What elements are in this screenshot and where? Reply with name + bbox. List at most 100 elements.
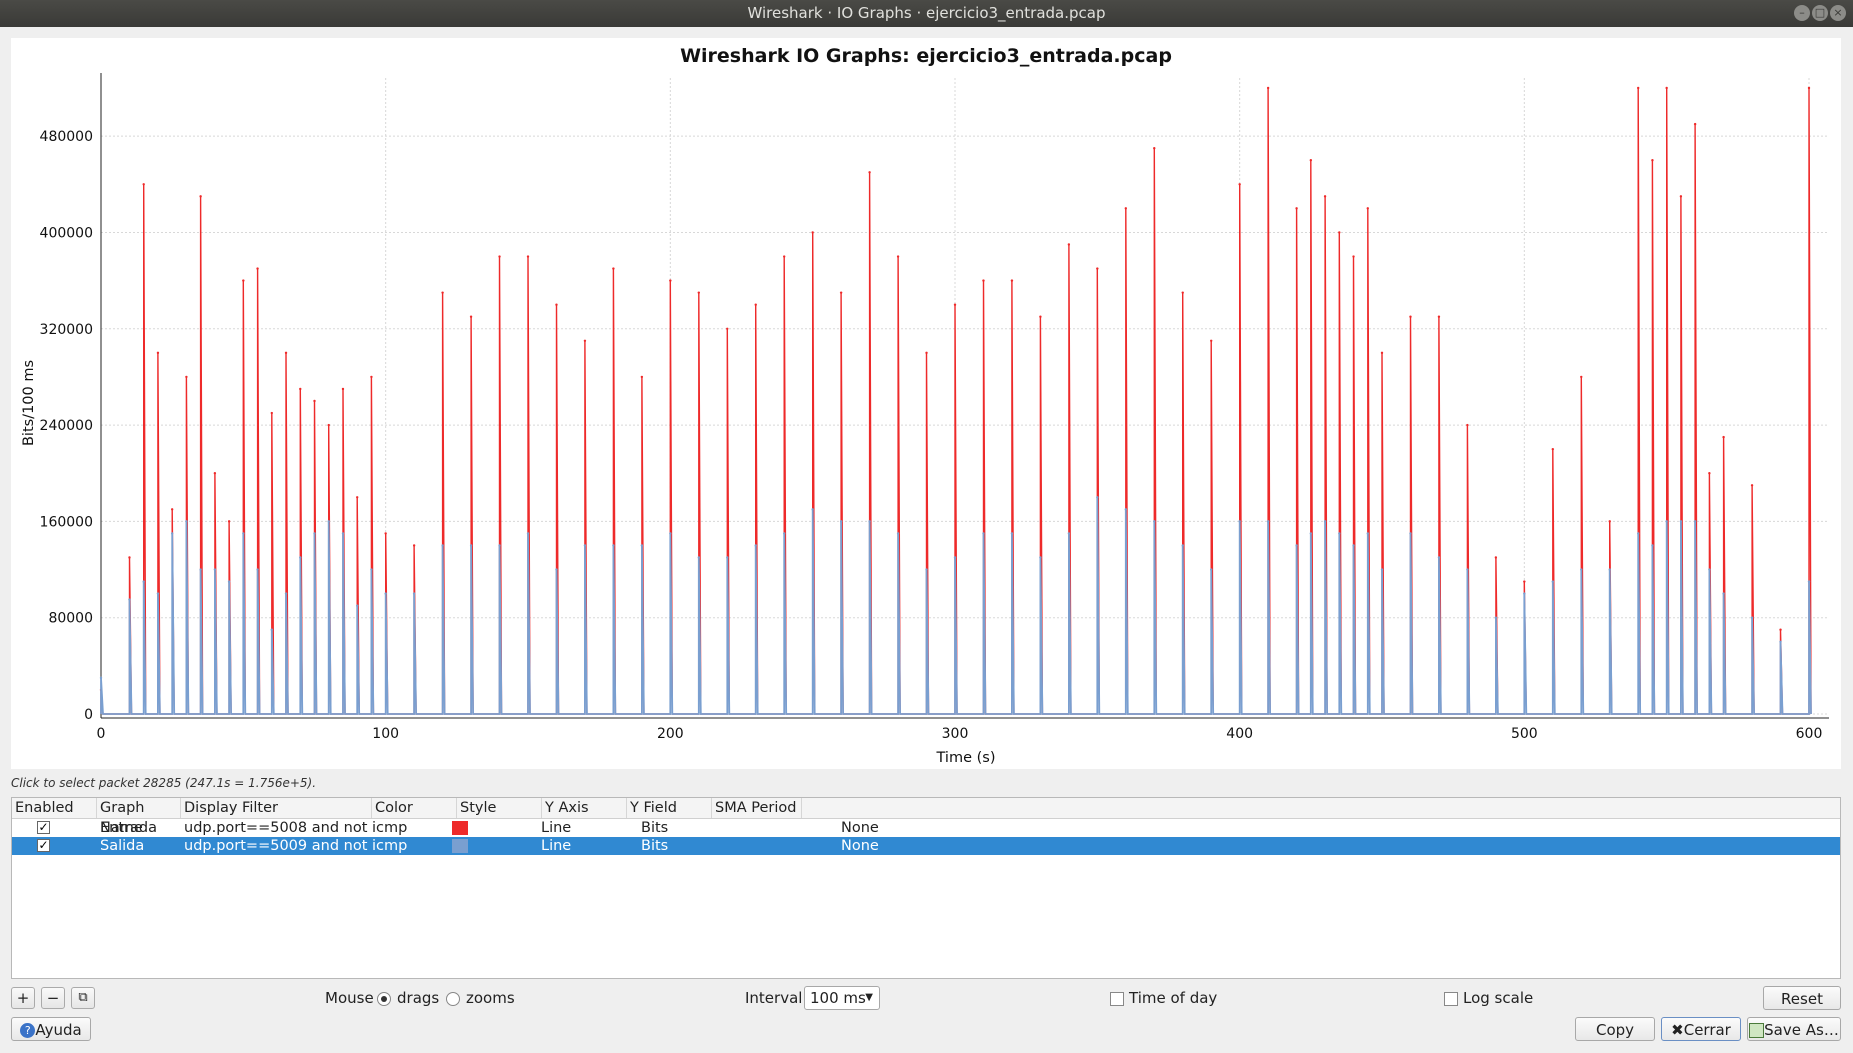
data-point-entrada <box>341 387 345 391</box>
header-display-filter[interactable]: Display Filter <box>181 798 372 818</box>
header-sma-period[interactable]: SMA Period <box>712 798 802 818</box>
table-row-entrada[interactable]: ✓ Entrada udp.port==5008 and not icmp Li… <box>12 819 1840 837</box>
y-field-cell[interactable] <box>738 819 741 837</box>
data-point-salida <box>99 676 103 680</box>
header-graph-name[interactable]: Graph Name <box>97 798 181 836</box>
color-swatch[interactable] <box>452 821 468 835</box>
interval-select[interactable]: 100 ms ▼ <box>804 986 880 1010</box>
data-point-salida <box>256 568 259 571</box>
style-cell[interactable]: Line <box>541 838 572 854</box>
drags-label[interactable]: drags <box>397 989 440 1007</box>
x-tick-label: 500 <box>1511 726 1538 742</box>
data-point-salida <box>284 592 288 595</box>
data-point-salida <box>754 544 757 547</box>
display-filter-cell[interactable]: udp.port==5009 and not icmp <box>184 838 408 854</box>
help-button[interactable]: ? Ayuda <box>11 1017 91 1041</box>
data-point-salida <box>1295 544 1298 547</box>
copy-button[interactable]: Copy <box>1575 1017 1655 1041</box>
table-row-salida[interactable]: ✓ Salida udp.port==5009 and not icmp Lin… <box>12 837 1840 855</box>
sma-period-cell[interactable]: None <box>841 838 879 854</box>
enabled-checkbox[interactable]: ✓ <box>37 820 50 834</box>
data-point-salida <box>925 568 928 571</box>
data-point-entrada <box>1551 447 1555 451</box>
y-axis-cell[interactable]: Bits <box>641 838 669 854</box>
data-point-salida <box>1551 580 1555 583</box>
sma-period-cell[interactable]: None <box>841 820 879 836</box>
y-tick-label: 240000 <box>40 418 93 434</box>
minimize-icon[interactable]: – <box>1794 5 1810 21</box>
data-point-entrada <box>142 183 145 186</box>
data-point-salida <box>1750 616 1754 619</box>
data-point-entrada <box>1096 267 1099 270</box>
copy-graph-icon[interactable]: ⧉ <box>71 987 95 1009</box>
y-axis-cell[interactable]: Bits <box>641 820 669 836</box>
data-point-entrada <box>925 351 928 355</box>
help-icon: ? <box>20 1023 36 1038</box>
io-graph-chart[interactable]: Wireshark IO Graphs: ejercicio3_entrada.… <box>11 38 1841 769</box>
data-point-entrada <box>839 291 843 294</box>
time-of-day-checkbox[interactable] <box>1110 992 1124 1006</box>
data-point-entrada <box>213 472 217 475</box>
data-point-salida <box>313 532 316 535</box>
data-point-salida <box>1637 532 1640 535</box>
style-cell[interactable]: Line <box>541 820 572 836</box>
data-point-salida <box>128 598 131 601</box>
data-point-salida <box>341 532 345 535</box>
add-graph-button[interactable]: + <box>11 987 35 1009</box>
time-of-day-label[interactable]: Time of day <box>1129 989 1218 1007</box>
data-point-salida <box>1665 520 1668 523</box>
header-color[interactable]: Color <box>372 798 457 818</box>
data-point-entrada <box>526 255 530 258</box>
graph-name-cell[interactable]: Entrada <box>100 820 157 836</box>
drags-radio[interactable] <box>377 992 391 1006</box>
data-point-salida <box>156 592 160 595</box>
data-point-salida <box>1437 556 1441 559</box>
data-point-salida <box>213 568 217 571</box>
data-point-salida <box>640 544 644 547</box>
data-point-entrada <box>1181 291 1184 294</box>
enabled-checkbox[interactable]: ✓ <box>37 838 50 852</box>
y-axis-label: Bits/100 ms <box>21 360 37 446</box>
x-tick-label: 600 <box>1796 726 1823 742</box>
data-point-salida <box>1409 532 1412 535</box>
maximize-icon[interactable]: □ <box>1812 5 1828 21</box>
zooms-label[interactable]: zooms <box>466 989 515 1007</box>
close-icon[interactable]: × <box>1830 5 1846 21</box>
data-point-entrada <box>227 520 231 523</box>
data-point-entrada <box>896 255 900 258</box>
header-y-axis[interactable]: Y Axis <box>542 798 627 818</box>
data-point-entrada <box>1323 195 1327 198</box>
zooms-radio[interactable] <box>446 992 460 1006</box>
io-graph-plot[interactable]: Wireshark IO Graphs: ejercicio3_entrada.… <box>11 38 1841 769</box>
data-point-entrada <box>754 303 757 306</box>
header-style[interactable]: Style <box>457 798 542 818</box>
x-axis-label: Time (s) <box>936 750 996 766</box>
graph-table[interactable]: Enabled Graph Name Display Filter Color … <box>11 797 1841 979</box>
log-scale-label[interactable]: Log scale <box>1463 989 1534 1007</box>
header-y-field[interactable]: Y Field <box>627 798 712 818</box>
save-as-button[interactable]: Save As… <box>1747 1017 1841 1041</box>
display-filter-cell[interactable]: udp.port==5008 and not icmp <box>184 820 408 836</box>
mouse-label: Mouse <box>325 989 374 1007</box>
reset-button[interactable]: Reset <box>1763 986 1841 1010</box>
y-field-cell[interactable] <box>738 837 741 855</box>
y-tick-label: 320000 <box>40 322 93 338</box>
data-point-entrada <box>185 375 188 379</box>
log-scale-checkbox[interactable] <box>1444 992 1458 1006</box>
data-point-salida <box>1779 640 1782 643</box>
graph-name-cell[interactable]: Salida <box>100 838 145 854</box>
data-point-entrada <box>242 279 245 282</box>
data-point-salida <box>356 604 359 607</box>
color-swatch[interactable] <box>452 839 468 853</box>
data-point-entrada <box>1523 580 1526 583</box>
data-point-entrada <box>555 303 558 306</box>
remove-graph-button[interactable]: − <box>41 987 65 1009</box>
close-button[interactable]: ✖Cerrar <box>1661 1017 1741 1041</box>
data-point-salida <box>1153 520 1156 523</box>
data-point-entrada <box>1295 207 1298 210</box>
x-tick-label: 300 <box>942 726 969 742</box>
header-enabled[interactable]: Enabled <box>12 798 97 818</box>
data-point-entrada <box>583 339 587 343</box>
close-x-icon: ✖ <box>1671 1021 1684 1039</box>
interval-label: Interval <box>745 989 803 1007</box>
